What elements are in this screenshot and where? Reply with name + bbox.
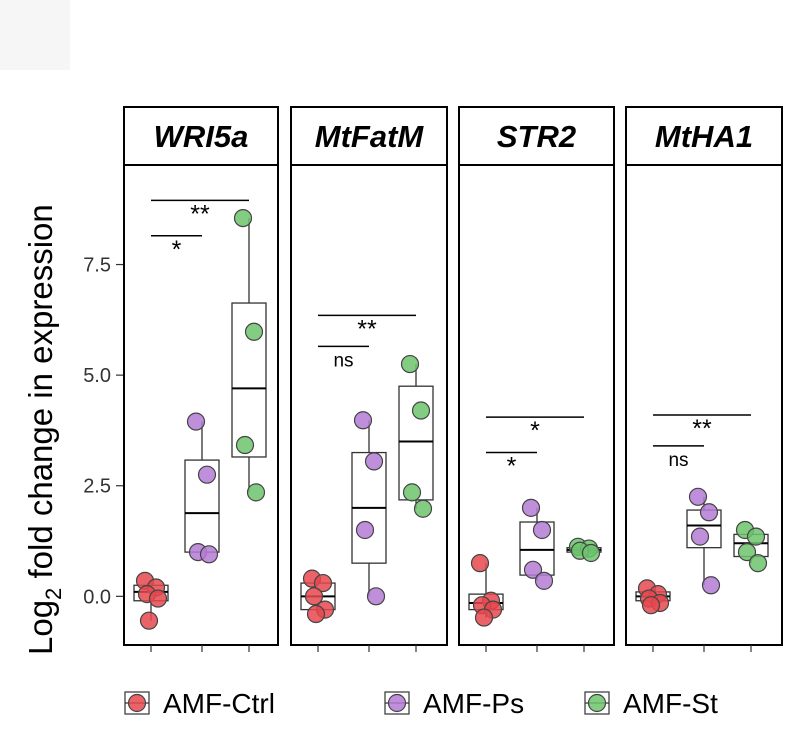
significance-label: *	[172, 236, 182, 264]
data-point	[688, 487, 708, 506]
y-tick-label: 7.5	[83, 255, 111, 277]
significance-label: **	[357, 315, 377, 343]
y-axis-label: Log2 fold change in expression	[22, 204, 66, 655]
data-point	[402, 483, 422, 502]
y-axis: 0.0 2.5 5.0 7.5	[83, 255, 124, 608]
significance-label: *	[530, 417, 540, 445]
legend-key-point	[387, 693, 407, 713]
significance-label: ns	[668, 450, 688, 471]
y-axis-title: Log2 fold change in expression	[22, 204, 66, 655]
legend-label: AMF-St	[623, 688, 718, 719]
legend: AMF-Ctrl AMF-Ps AMF-St	[124, 688, 718, 719]
y-axis-label-rest: fold change in expression	[22, 204, 59, 587]
data-point	[413, 499, 433, 518]
data-point	[748, 554, 768, 573]
data-point	[690, 527, 710, 546]
significance-label: *	[507, 453, 517, 481]
data-point	[366, 587, 386, 606]
y-tick-label: 5.0	[83, 365, 111, 387]
data-point	[246, 483, 266, 502]
facet-strip	[625, 106, 783, 166]
y-tick-label: 0.0	[83, 586, 111, 608]
data-point	[306, 604, 326, 624]
legend-label: AMF-Ps	[423, 688, 524, 719]
facet-title: MtFatM	[315, 119, 425, 154]
data-point	[411, 401, 431, 420]
y-axis-label-main: Log	[22, 600, 59, 655]
facet-panel-1: MtFatM ns**	[290, 106, 448, 652]
data-point	[235, 435, 255, 455]
legend-item: AMF-Ps	[384, 688, 524, 719]
significance-label: **	[190, 200, 210, 228]
data-point	[523, 560, 543, 579]
data-point	[197, 465, 217, 484]
data-point	[148, 589, 168, 608]
data-point	[470, 554, 490, 573]
legend-item: AMF-St	[584, 688, 718, 719]
data-point	[304, 587, 324, 606]
data-point	[746, 527, 766, 546]
facet-title: STR2	[497, 119, 576, 154]
data-point	[313, 573, 333, 593]
data-point	[400, 354, 420, 374]
data-point	[474, 608, 494, 627]
legend-key-point	[587, 693, 607, 713]
facet-title: MtHA1	[655, 119, 753, 154]
corner-watermark	[0, 0, 70, 70]
facet-strip	[123, 106, 279, 166]
data-point	[699, 503, 719, 522]
data-point	[701, 576, 721, 595]
legend-item: AMF-Ctrl	[124, 688, 275, 719]
data-point	[199, 545, 219, 564]
data-point	[534, 571, 554, 590]
data-point	[355, 520, 375, 540]
data-point	[244, 322, 264, 341]
facet-panel-2: STR2 * *	[458, 106, 615, 652]
y-axis-label-subscript: 2	[41, 588, 66, 600]
data-point	[737, 542, 757, 562]
data-point	[364, 452, 384, 471]
facet-panel-3: MtHA1 ns**	[625, 106, 783, 652]
data-point	[233, 208, 253, 228]
data-point	[532, 520, 552, 540]
significance-label: ns	[333, 350, 353, 371]
facet-strip	[290, 106, 448, 166]
data-point	[353, 411, 373, 430]
legend-label: AMF-Ctrl	[163, 688, 275, 719]
data-point	[641, 596, 661, 615]
data-point	[139, 611, 159, 630]
data-point	[521, 498, 541, 517]
legend-key-point	[127, 693, 147, 713]
facet-panel-0: WRI5a***	[123, 106, 279, 652]
facet-title: WRI5a	[154, 119, 249, 154]
data-point	[186, 412, 206, 431]
data-point	[581, 543, 601, 563]
significance-label: **	[692, 415, 712, 443]
y-tick-label: 2.5	[83, 476, 111, 498]
